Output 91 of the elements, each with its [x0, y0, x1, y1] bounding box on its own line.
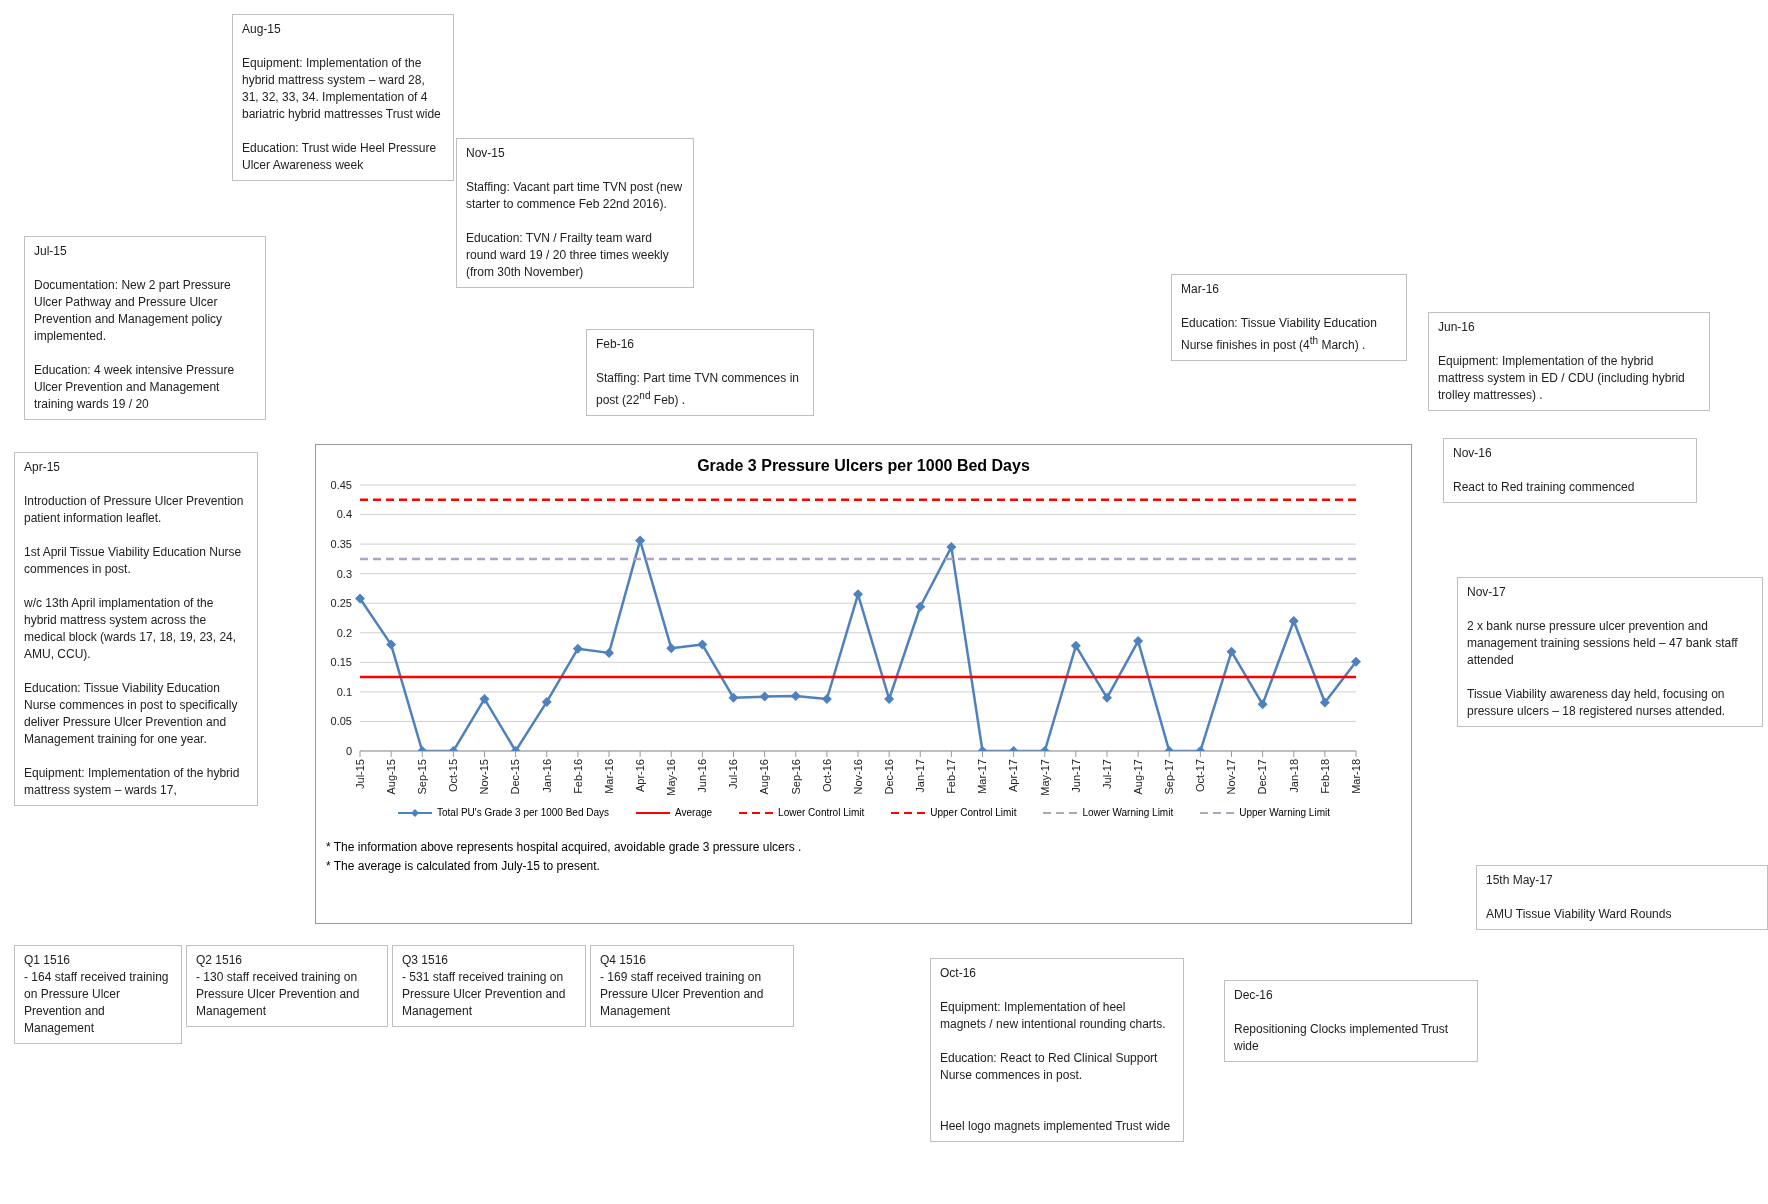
point [1102, 692, 1112, 703]
x-tick-label: Jan-16 [540, 759, 553, 793]
x-tick-label: Aug-17 [1131, 759, 1144, 795]
y-tick-label: 0 [345, 744, 352, 757]
legend-label: Total PU's Grade 3 per 1000 Bed Days [437, 807, 610, 818]
x-tick-label: Jun-16 [696, 759, 709, 793]
point [355, 593, 365, 604]
x-tick-label: Jun-17 [1069, 759, 1082, 793]
y-tick-label: 0.25 [330, 597, 352, 610]
x-tick-label: Oct-16 [820, 759, 833, 793]
point [386, 639, 397, 650]
point [946, 542, 957, 553]
point [1070, 640, 1081, 651]
x-tick-label: Dec-15 [509, 759, 522, 795]
point [479, 693, 490, 704]
text: * The average is calculated from July-15 to present. [326, 858, 601, 875]
x-tick-label: May-17 [1038, 759, 1051, 796]
text: Q3 1516 - 531 staff received training on Pressure Ulcer Prevention and Management [392, 945, 586, 1027]
text: Nov-17 2 x bank nurse pressure ulcer prevention and management training sessions held – 47 bank staff attended Tissue Viability awareness day held, focusing on pressure ulcers – 18 registered nurses attended. [1467, 585, 1738, 718]
x-tick-label: Oct-17 [1194, 759, 1207, 793]
x-tick-label: Dec-16 [882, 759, 895, 795]
text: Oct-16 Equipment: Implementation of heel magnets / new intentional rounding charts. Education: React to Red Clinical Support Nurse commences in post. Heel logo magnets implemented Trust wide [940, 966, 1171, 1133]
y-tick-label: 0.15 [330, 656, 352, 669]
x-tick-label: Feb-18 [1318, 759, 1331, 794]
y-tick-label: 0.2 [336, 626, 352, 639]
x-tick-label: Jul-17 [1100, 759, 1113, 789]
point [1133, 636, 1144, 647]
x-tick-label: Feb-16 [571, 759, 584, 794]
text: Q4 1516 - 169 staff received training on Pressure Ulcer Prevention and Management [590, 945, 794, 1027]
legend-label: Lower Warning Limit [1082, 807, 1174, 818]
point [915, 601, 926, 612]
y-tick-label: 0.1 [336, 685, 352, 698]
x-tick-label: Mar-18 [1349, 759, 1362, 794]
legend-label: Average [675, 807, 713, 818]
legend-label: Upper Warning Limit [1239, 807, 1330, 818]
point [759, 691, 770, 702]
point [884, 693, 895, 704]
text: * The information above represents hospital acquired, avoidable grade 3 pressure ulcers . [326, 839, 803, 856]
x-tick-label: Nov-17 [1225, 759, 1238, 795]
x-tick-label: Aug-15 [384, 759, 397, 795]
point [1257, 699, 1268, 710]
x-tick-label: Aug-16 [758, 759, 771, 795]
y-tick-label: 0.45 [330, 478, 352, 491]
point [697, 639, 708, 650]
text: Apr-15 Introduction of Pressure Ulcer Prevention patient information leaflet. 1st April Tissue Viability Education Nurse commences in post. w/c 13th April implamentation of the hybrid mattress system across the medical block (wards 17, 18, 19, 23, 24, AMU, CCU). Education: Tissue Viability Education Nurse commences in post to specifically deliver Pressure Ulcer Prevention and Management training for one year. Equipment: Implementation of the hybrid mattress system – wards 17, [24, 460, 244, 797]
y-tick-label: 0.05 [330, 715, 352, 728]
point [635, 535, 646, 546]
text: Mar-16 Education: Tissue Viability Education Nurse finishes in post (4$^{th}$ March) . [1181, 282, 1377, 352]
legend-label: Lower Control Limit [778, 807, 865, 818]
point [1226, 646, 1237, 657]
text: Nov-15 Staffing: Vacant part time TVN post (new starter to commence Feb 22nd 2016). Education: TVN / Frailty team ward round ward 19 / 20 three times weekly (from 30th November) [466, 146, 683, 279]
x-tick-label: Apr-16 [633, 759, 646, 793]
y-tick-label: 0.4 [336, 508, 352, 521]
x-tick-label: Nov-15 [478, 759, 491, 795]
point [1288, 615, 1299, 626]
text: Dec-16 Repositioning Clocks implemented Trust wide [1234, 988, 1449, 1053]
point [572, 643, 583, 654]
point [604, 647, 614, 658]
point [541, 696, 552, 707]
x-tick-label: Sep-15 [416, 759, 429, 795]
x-tick-label: Mar-17 [976, 759, 989, 794]
y-tick-label: 0.3 [336, 567, 352, 580]
x-tick-label: Sep-17 [1163, 759, 1176, 795]
x-tick-label: Mar-16 [602, 759, 615, 794]
point [666, 643, 677, 654]
point [1319, 697, 1330, 708]
point [821, 693, 832, 704]
text: Nov-16 React to Red training commenced [1453, 446, 1635, 494]
text: Q1 1516 - 164 staff received training on Pressure Ulcer Prevention and Management [14, 945, 182, 1044]
text: Feb-16 Staffing: Part time TVN commences in post (22$^{nd}$ Feb) . [596, 337, 799, 407]
chart-title: Grade 3 Pressure Ulcers per 1000 Bed Days [696, 457, 1031, 475]
text: 15th May-17 AMU Tissue Viability Ward Rounds [1486, 873, 1672, 921]
x-tick-label: Jan-17 [914, 759, 927, 793]
y-tick-label: 0.35 [330, 538, 352, 551]
x-tick-label: Sep-16 [789, 759, 802, 795]
text: Jun-16 Equipment: Implementation of the hybrid mattress system in ED / CDU (including hybrid trolley mattresses) . [1438, 320, 1685, 402]
x-tick-label: Oct-15 [447, 759, 460, 793]
x-tick-label: Jan-18 [1287, 759, 1300, 793]
x-tick-label: Jul-16 [727, 759, 740, 789]
text: Jul-15 Documentation: New 2 part Pressure Ulcer Pathway and Pressure Ulcer Prevention and Management policy implemented. Education: 4 week intensive Pressure Ulcer Prevention and Management training wards 19 / 20 [34, 244, 235, 411]
x-tick-label: Feb-17 [945, 759, 958, 794]
x-tick-label: Apr-17 [1007, 759, 1020, 793]
x-tick-label: Nov-16 [851, 759, 864, 795]
point [728, 692, 739, 703]
point [1351, 656, 1361, 667]
text: Q2 1516 - 130 staff received training on Pressure Ulcer Prevention and Management [186, 945, 388, 1027]
x-tick-label: May-16 [665, 759, 678, 796]
x-tick-label: Jul-15 [353, 759, 366, 789]
x-tick-label: Dec-17 [1256, 759, 1269, 795]
legend-label: Upper Control Limit [930, 807, 1017, 818]
text: Aug-15 Equipment: Implementation of the hybrid mattress system – ward 28, 31, 32, 33, 34. Implementation of 4 bariatric hybrid mattresses Trust wide Education: Trust wide Heel Pressure Ulcer Awareness week [242, 22, 441, 172]
